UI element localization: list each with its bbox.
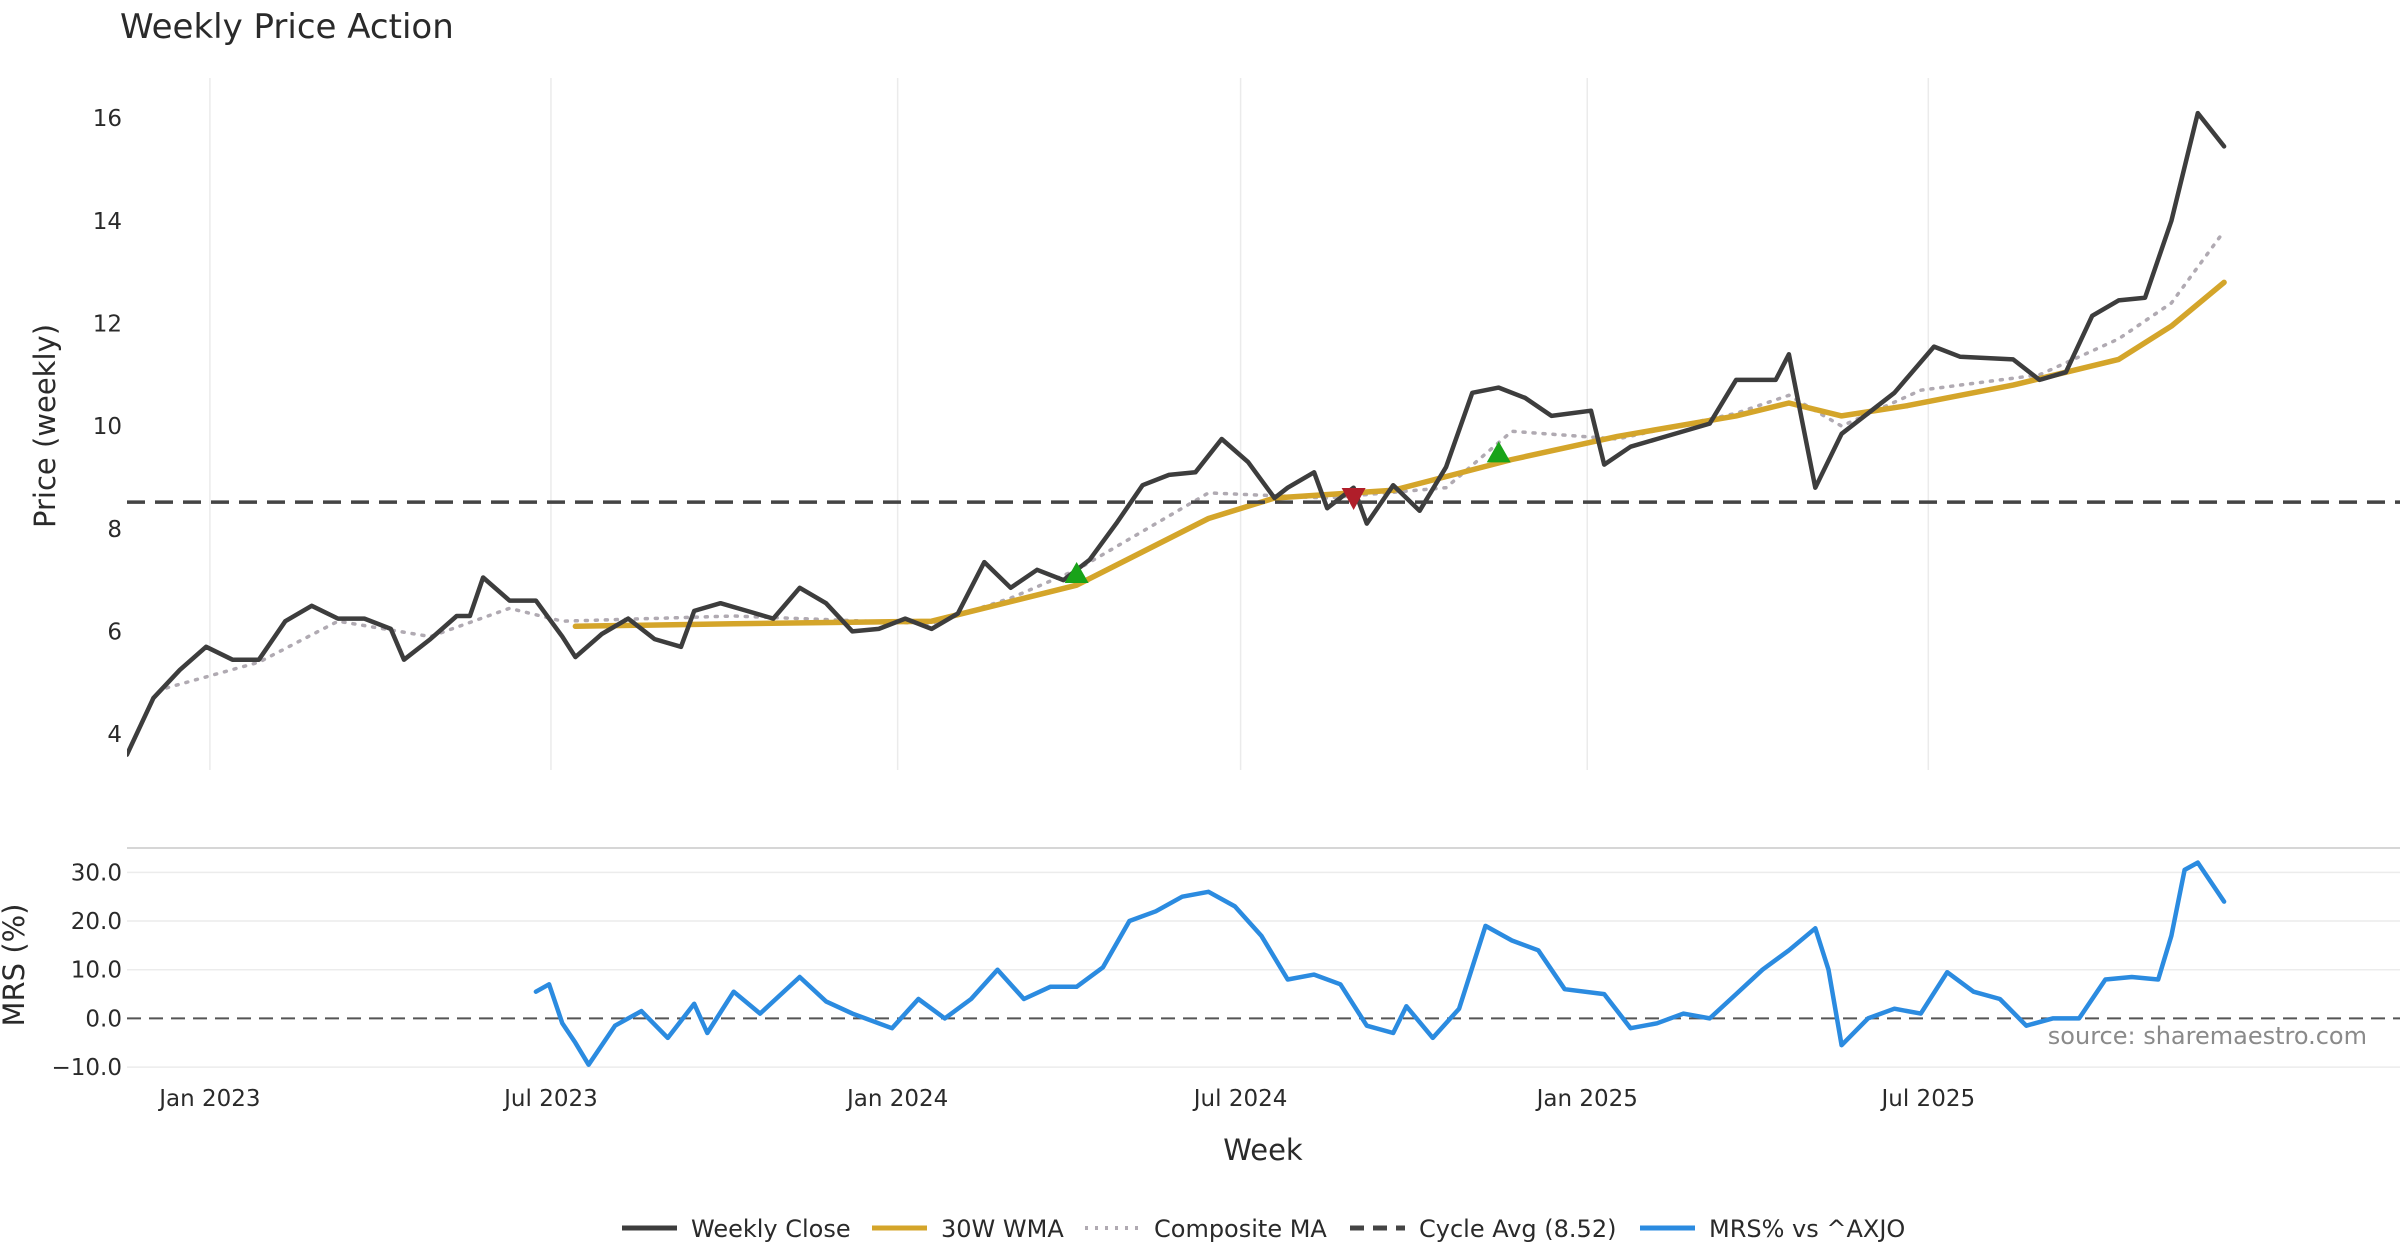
- price-y-tick-label: 4: [107, 722, 122, 748]
- x-tick-label: Jan 2024: [845, 1086, 948, 1112]
- x-tick-label: Jan 2023: [157, 1086, 260, 1112]
- legend-label: Weekly Close: [691, 1215, 851, 1243]
- price-y-tick-label: 16: [93, 106, 122, 132]
- price-y-tick-label: 10: [93, 414, 122, 440]
- price-y-tick-label: 8: [107, 517, 122, 543]
- legend-label: Composite MA: [1154, 1215, 1327, 1243]
- composite-ma-line: [164, 229, 2226, 690]
- x-tick-label: Jul 2023: [502, 1086, 598, 1112]
- source-annotation: source: sharemaestro.com: [2048, 1022, 2367, 1050]
- mrs-series-group: [533, 860, 2227, 1067]
- chart-title: Weekly Price Action: [120, 7, 454, 47]
- mrs-y-tick-label: 20.0: [71, 909, 122, 935]
- price-y-tick-label: 6: [107, 619, 122, 645]
- buy-signal-marker: [1064, 561, 1089, 583]
- x-tick-label: Jul 2025: [1880, 1086, 1976, 1112]
- mrs-y-tick-label: −10.0: [52, 1055, 122, 1081]
- legend-label: MRS% vs ^AXJO: [1709, 1215, 1905, 1243]
- price-series-group: [127, 110, 2227, 757]
- price-y-tick-label: 14: [93, 209, 122, 235]
- mrs-y-tick-label: 30.0: [71, 860, 122, 886]
- x-axis-title: Week: [1223, 1133, 1303, 1167]
- legend-label: Cycle Avg (8.52): [1419, 1215, 1616, 1243]
- legend-label: 30W WMA: [941, 1215, 1064, 1243]
- mrs-line: [533, 860, 2227, 1067]
- price-y-axis-title: Price (weekly): [28, 324, 62, 528]
- mrs-y-tick-label: 10.0: [71, 958, 122, 984]
- wma-30w-line: [572, 279, 2227, 630]
- weekly-close-line: [127, 110, 2227, 757]
- x-tick-label: Jan 2025: [1535, 1086, 1638, 1112]
- x-tick-label: Jul 2024: [1192, 1086, 1288, 1112]
- sell-signal-marker: [1341, 487, 1366, 510]
- buy-signal-marker: [1486, 441, 1511, 463]
- mrs-y-axis-title: MRS (%): [0, 904, 31, 1027]
- mrs-y-tick-label: 0.0: [85, 1006, 122, 1032]
- price-y-tick-label: 12: [93, 311, 122, 337]
